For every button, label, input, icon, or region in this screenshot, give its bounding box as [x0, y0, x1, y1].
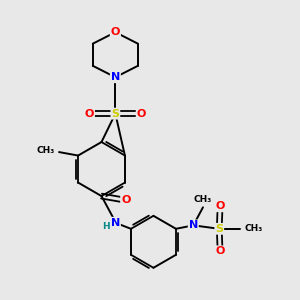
Text: CH₃: CH₃	[37, 146, 55, 155]
Text: S: S	[215, 224, 223, 234]
Text: H: H	[102, 222, 110, 231]
Text: O: O	[85, 109, 94, 118]
Text: O: O	[111, 27, 120, 37]
Text: N: N	[111, 72, 120, 82]
Text: S: S	[111, 109, 119, 118]
Text: N: N	[189, 220, 198, 230]
Text: CH₃: CH₃	[244, 224, 262, 233]
Text: O: O	[215, 201, 225, 211]
Text: N: N	[111, 218, 120, 228]
Text: O: O	[121, 194, 130, 205]
Text: O: O	[137, 109, 146, 118]
Text: O: O	[215, 246, 225, 256]
Text: CH₃: CH₃	[194, 195, 212, 204]
